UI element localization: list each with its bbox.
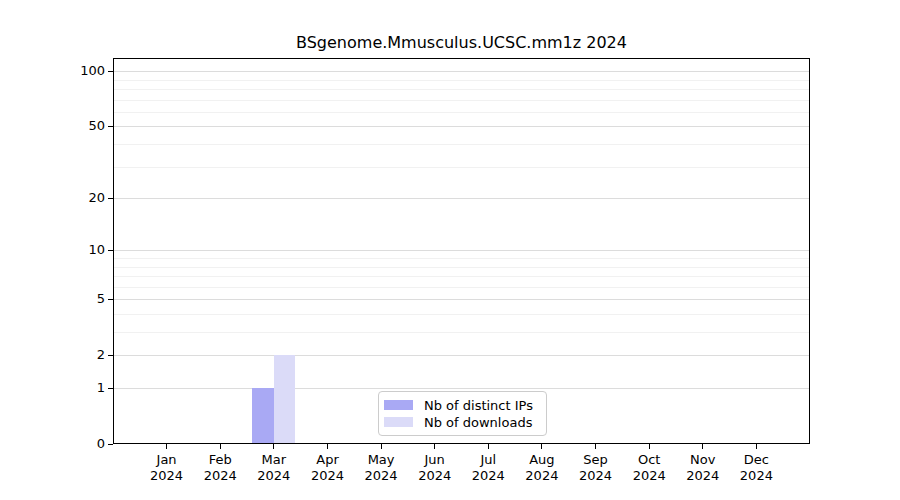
x-tick-jun — [434, 444, 435, 449]
legend-item-downloads: Nb of downloads — [384, 414, 540, 431]
x-tick-label-may: May2024 — [351, 452, 411, 484]
y-tick-10 — [108, 250, 113, 251]
x-tick-label-apr: Apr2024 — [298, 452, 358, 484]
y-tick-100 — [108, 71, 113, 72]
legend-swatch-distinct-ips — [384, 400, 413, 410]
x-label-month: Apr — [298, 452, 358, 468]
x-tick-label-aug: Aug2024 — [512, 452, 572, 484]
gridline-minor-7 — [113, 276, 810, 277]
x-label-year: 2024 — [673, 468, 733, 484]
gridline-minor-70 — [113, 100, 810, 101]
x-tick-apr — [327, 444, 328, 449]
x-tick-label-nov: Nov2024 — [673, 452, 733, 484]
x-tick-feb — [220, 444, 221, 449]
y-tick-20 — [108, 198, 113, 199]
x-label-year: 2024 — [566, 468, 626, 484]
download-stats-figure: BSgenome.Mmusculus.UCSC.mm1z 2024 012510… — [0, 0, 900, 500]
x-tick-dec — [756, 444, 757, 449]
gridline-minor-40 — [113, 144, 810, 145]
x-label-month: Aug — [512, 452, 572, 468]
x-label-year: 2024 — [190, 468, 250, 484]
gridline-100 — [113, 71, 810, 72]
x-tick-nov — [702, 444, 703, 449]
bar-mar-downloads — [274, 355, 295, 444]
x-tick-label-oct: Oct2024 — [619, 452, 679, 484]
x-label-year: 2024 — [512, 468, 572, 484]
gridline-20 — [113, 198, 810, 199]
y-tick-1 — [108, 388, 113, 389]
gridline-minor-8 — [113, 267, 810, 268]
x-tick-label-feb: Feb2024 — [190, 452, 250, 484]
x-label-month: Oct — [619, 452, 679, 468]
x-tick-label-dec: Dec2024 — [726, 452, 786, 484]
y-tick-label-2: 2 — [61, 347, 105, 363]
x-tick-sep — [595, 444, 596, 449]
y-tick-label-0: 0 — [61, 436, 105, 452]
gridline-10 — [113, 250, 810, 251]
gridline-minor-90 — [113, 80, 810, 81]
x-tick-may — [381, 444, 382, 449]
x-label-month: May — [351, 452, 411, 468]
x-label-year: 2024 — [351, 468, 411, 484]
x-tick-mar — [273, 444, 274, 449]
gridline-minor-80 — [113, 89, 810, 90]
gridline-1 — [113, 388, 810, 389]
y-tick-2 — [108, 355, 113, 356]
chart-title: BSgenome.Mmusculus.UCSC.mm1z 2024 — [113, 33, 810, 52]
x-tick-label-jul: Jul2024 — [458, 452, 518, 484]
x-tick-jul — [488, 444, 489, 449]
bar-mar-distinct-ips — [252, 388, 273, 444]
x-label-year: 2024 — [405, 468, 465, 484]
legend-swatch-downloads — [384, 417, 413, 427]
y-tick-label-20: 20 — [61, 190, 105, 206]
y-tick-label-10: 10 — [61, 242, 105, 258]
x-label-year: 2024 — [244, 468, 304, 484]
y-tick-label-50: 50 — [61, 118, 105, 134]
x-tick-oct — [649, 444, 650, 449]
gridline-minor-30 — [113, 167, 810, 168]
x-label-month: Nov — [673, 452, 733, 468]
legend-label-downloads: Nb of downloads — [424, 414, 532, 431]
x-label-year: 2024 — [458, 468, 518, 484]
legend-label-distinct-ips: Nb of distinct IPs — [424, 397, 533, 414]
gridline-minor-3 — [113, 332, 810, 333]
x-label-year: 2024 — [298, 468, 358, 484]
gridline-2 — [113, 355, 810, 356]
plot-area: 0125102050100Jan2024Feb2024Mar2024Apr202… — [113, 58, 810, 444]
x-tick-aug — [541, 444, 542, 449]
gridline-50 — [113, 126, 810, 127]
x-label-month: Mar — [244, 452, 304, 468]
x-label-month: Sep — [566, 452, 626, 468]
y-tick-5 — [108, 299, 113, 300]
x-label-year: 2024 — [726, 468, 786, 484]
legend-item-distinct-ips: Nb of distinct IPs — [384, 397, 540, 414]
y-tick-label-1: 1 — [61, 380, 105, 396]
x-label-year: 2024 — [619, 468, 679, 484]
y-tick-0 — [108, 444, 113, 445]
x-label-month: Jul — [458, 452, 518, 468]
x-tick-label-sep: Sep2024 — [566, 452, 626, 484]
gridline-minor-6 — [113, 287, 810, 288]
x-tick-label-jun: Jun2024 — [405, 452, 465, 484]
gridline-minor-60 — [113, 112, 810, 113]
gridline-5 — [113, 299, 810, 300]
x-label-month: Dec — [726, 452, 786, 468]
x-label-month: Feb — [190, 452, 250, 468]
x-label-month: Jun — [405, 452, 465, 468]
y-tick-label-5: 5 — [61, 291, 105, 307]
legend: Nb of distinct IPs Nb of downloads — [378, 391, 547, 436]
x-tick-label-mar: Mar2024 — [244, 452, 304, 484]
x-tick-jan — [166, 444, 167, 449]
y-tick-label-100: 100 — [61, 63, 105, 79]
x-label-year: 2024 — [137, 468, 197, 484]
x-label-month: Jan — [137, 452, 197, 468]
y-tick-50 — [108, 126, 113, 127]
gridline-minor-4 — [113, 314, 810, 315]
x-tick-label-jan: Jan2024 — [137, 452, 197, 484]
gridline-minor-9 — [113, 258, 810, 259]
